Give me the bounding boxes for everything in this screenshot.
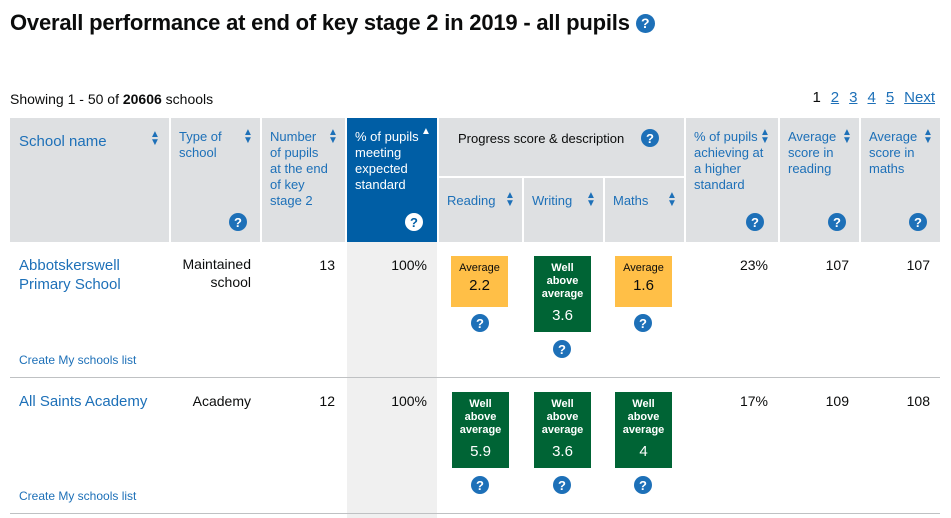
maths-badge-label: Average bbox=[623, 262, 664, 274]
writing-help-icon[interactable]: ? bbox=[553, 340, 571, 358]
header-progress-label: Progress score & description bbox=[458, 131, 625, 146]
header-maths-label[interactable]: Maths bbox=[613, 193, 649, 208]
avg-maths-score: 108 bbox=[906, 393, 930, 409]
header-writing[interactable]: Writing ▲ ▼ bbox=[524, 178, 603, 242]
reading-badge: Average 2.2 bbox=[451, 256, 508, 307]
higher-percent: 23% bbox=[739, 257, 768, 273]
page-title: Overall performance at end of key stage … bbox=[10, 10, 655, 36]
avg-reading-score: 109 bbox=[825, 393, 849, 409]
pagination-page-3[interactable]: 3 bbox=[849, 89, 858, 106]
sort-icon[interactable]: ▲ ▼ bbox=[586, 190, 596, 209]
school-type: Maintained school bbox=[182, 256, 252, 290]
header-expected[interactable]: % of pupils meeting expected standard ▲ … bbox=[347, 118, 437, 242]
page-title-text: Overall performance at end of key stage … bbox=[10, 10, 630, 35]
header-avg-reading[interactable]: Average score in reading ▲ ▼ ? bbox=[780, 118, 859, 242]
pagination: 1 2 3 4 5 Next bbox=[802, 89, 935, 106]
maths-badge-value: 1.6 bbox=[633, 277, 654, 294]
sort-icon[interactable]: ▲ ▼ bbox=[150, 129, 160, 148]
maths-badge-value: 4 bbox=[639, 443, 648, 460]
reading-help-icon[interactable]: ? bbox=[471, 476, 489, 494]
school-type: Academy bbox=[192, 393, 251, 409]
maths-badge: Well above average 4 bbox=[615, 392, 672, 468]
pagination-current: 1 bbox=[812, 89, 821, 106]
pagination-page-4[interactable]: 4 bbox=[867, 89, 876, 106]
sort-icon[interactable]: ▲ ▼ bbox=[760, 127, 770, 146]
header-avg-reading-label[interactable]: Average score in reading bbox=[788, 129, 837, 176]
title-help-icon[interactable]: ? bbox=[635, 13, 655, 33]
create-my-schools-list-link[interactable]: Create My schools list bbox=[19, 353, 137, 367]
sort-icon[interactable]: ▲ ▼ bbox=[243, 127, 253, 146]
expected-percent: 100% bbox=[391, 393, 427, 409]
sort-icon[interactable]: ▲ ▼ bbox=[923, 127, 933, 146]
reading-help-icon[interactable]: ? bbox=[471, 314, 489, 332]
sort-icon[interactable]: ▲ ▼ bbox=[328, 127, 338, 146]
header-progress-help-icon[interactable]: ? bbox=[641, 129, 659, 147]
sort-ascending-icon[interactable]: ▲ bbox=[421, 126, 431, 137]
school-name-cell: All Saints Academy bbox=[19, 392, 169, 411]
header-higher-help-icon[interactable]: ? bbox=[746, 213, 764, 231]
header-expected-help-icon[interactable]: ? bbox=[405, 213, 423, 231]
header-progress-group: Progress score & description ? bbox=[439, 118, 684, 176]
header-expected-label[interactable]: % of pupils meeting expected standard bbox=[355, 129, 419, 192]
pagination-next[interactable]: Next bbox=[904, 89, 935, 106]
create-my-schools-list-link[interactable]: Create My schools list bbox=[19, 489, 137, 503]
writing-help-icon[interactable]: ? bbox=[553, 476, 571, 494]
sort-icon[interactable]: ▲ ▼ bbox=[667, 190, 677, 209]
maths-help-icon[interactable]: ? bbox=[634, 314, 652, 332]
header-pupils-label[interactable]: Number of pupils at the end of key stage… bbox=[270, 129, 328, 208]
higher-percent: 17% bbox=[739, 393, 768, 409]
maths-help-icon[interactable]: ? bbox=[634, 476, 652, 494]
avg-maths-score: 107 bbox=[906, 257, 930, 273]
header-writing-label[interactable]: Writing bbox=[532, 193, 573, 208]
maths-badge-label: Well above average bbox=[622, 398, 665, 436]
header-avg-reading-help-icon[interactable]: ? bbox=[828, 213, 846, 231]
writing-badge: Well above average 3.6 bbox=[534, 256, 591, 332]
header-type[interactable]: Type of school ▲ ▼ ? bbox=[171, 118, 260, 242]
expected-percent: 100% bbox=[391, 257, 427, 273]
writing-badge-value: 3.6 bbox=[552, 307, 573, 324]
header-avg-maths-help-icon[interactable]: ? bbox=[909, 213, 927, 231]
header-school-name-label[interactable]: School name bbox=[19, 133, 107, 150]
maths-badge: Average 1.6 bbox=[615, 256, 672, 307]
pupils-count: 12 bbox=[319, 393, 335, 409]
selected-column-shade bbox=[347, 242, 437, 518]
school-name-link[interactable]: All Saints Academy bbox=[19, 393, 148, 410]
reading-badge-label: Well above average bbox=[459, 398, 502, 436]
reading-badge-value: 5.9 bbox=[470, 443, 491, 460]
results-count-total: 20606 bbox=[122, 91, 162, 107]
header-avg-maths-label[interactable]: Average score in maths bbox=[869, 129, 918, 176]
writing-badge-value: 3.6 bbox=[552, 443, 573, 460]
results-count: Showing 1 - 50 of 20606 schools bbox=[10, 91, 213, 107]
header-school-name[interactable]: School name ▲ ▼ bbox=[10, 118, 169, 242]
writing-badge-label: Well above average bbox=[541, 262, 584, 300]
sort-icon[interactable]: ▲ ▼ bbox=[505, 190, 515, 209]
writing-badge-label: Well above average bbox=[541, 398, 584, 436]
header-reading-label[interactable]: Reading bbox=[447, 193, 496, 208]
writing-badge: Well above average 3.6 bbox=[534, 392, 591, 468]
header-pupils[interactable]: Number of pupils at the end of key stage… bbox=[262, 118, 345, 242]
row-divider bbox=[10, 513, 940, 514]
header-type-label[interactable]: Type of school bbox=[179, 129, 222, 160]
reading-badge-label: Average bbox=[459, 262, 500, 274]
pupils-count: 13 bbox=[319, 257, 335, 273]
header-higher-label[interactable]: % of pupils achieving at a higher standa… bbox=[694, 129, 764, 192]
header-type-help-icon[interactable]: ? bbox=[229, 213, 247, 231]
school-name-cell: Abbotskerswell Primary School bbox=[19, 256, 149, 294]
avg-reading-score: 107 bbox=[825, 257, 849, 273]
pagination-page-2[interactable]: 2 bbox=[830, 89, 840, 106]
results-count-suffix: schools bbox=[161, 91, 214, 107]
reading-badge: Well above average 5.9 bbox=[452, 392, 509, 468]
header-maths[interactable]: Maths ▲ ▼ bbox=[605, 178, 684, 242]
header-avg-maths[interactable]: Average score in maths ▲ ▼ ? bbox=[861, 118, 940, 242]
row-divider bbox=[10, 377, 940, 378]
pagination-page-5[interactable]: 5 bbox=[885, 89, 895, 106]
results-count-prefix: Showing 1 - 50 of bbox=[10, 91, 123, 107]
sort-icon[interactable]: ▲ ▼ bbox=[842, 127, 852, 146]
reading-badge-value: 2.2 bbox=[469, 277, 490, 294]
header-reading[interactable]: Reading ▲ ▼ bbox=[439, 178, 522, 242]
school-name-link[interactable]: Abbotskerswell Primary School bbox=[19, 257, 121, 293]
header-higher[interactable]: % of pupils achieving at a higher standa… bbox=[686, 118, 778, 242]
